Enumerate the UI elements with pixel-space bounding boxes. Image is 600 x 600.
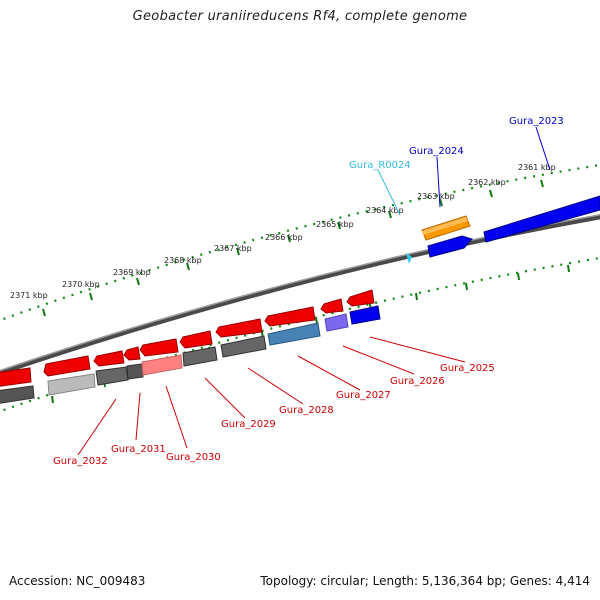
map-title: Geobacter uraniireducens Rf4, complete g… <box>132 9 468 24</box>
accession-text: Accession: NC_009483 <box>9 574 146 588</box>
gene-label-gura-r0024[interactable]: Gura_R0024 <box>349 160 411 171</box>
tick-label: 2370 kbp <box>62 280 100 289</box>
gene-gura-r0024-shade <box>422 217 468 235</box>
cog-gene-h[interactable] <box>267 322 321 346</box>
cog-gene-i[interactable] <box>324 313 349 332</box>
tick-label: 2367 kbp <box>214 244 252 253</box>
gene-red-c[interactable] <box>93 350 125 367</box>
cog-gene-e[interactable] <box>141 354 183 376</box>
gene-gura-2023[interactable] <box>483 195 600 243</box>
gene-gura-2024[interactable] <box>427 235 473 258</box>
gene-label-gura-2028[interactable]: Gura_2028 <box>279 405 334 416</box>
tick-label: 2368 kbp <box>164 256 202 265</box>
cog-gene-c[interactable] <box>95 366 129 386</box>
cog-gene-j[interactable] <box>349 305 381 325</box>
gene-label-gura-2029[interactable]: Gura_2029 <box>221 419 276 430</box>
gene-label-gura-2026[interactable]: Gura_2026 <box>390 376 445 387</box>
tick-label: 2366 kbp <box>265 233 303 242</box>
gene-label-gura-2023[interactable]: Gura_2023 <box>509 116 564 127</box>
gene-label-gura-2030[interactable]: Gura_2030 <box>166 452 221 463</box>
tick-label: 2365 kbp <box>316 220 354 229</box>
outer-scale-ring <box>0 163 600 322</box>
cog-gene-d[interactable] <box>126 363 144 380</box>
tick-label: 2364 kbp <box>366 206 404 215</box>
cog-gene-b[interactable] <box>47 373 96 396</box>
cog-class-genes <box>0 305 381 404</box>
gene-red-d[interactable] <box>123 346 141 361</box>
tick-label: 2369 kbp <box>113 268 151 277</box>
tick-label: 2361 kbp <box>518 163 556 172</box>
gene-label-gura-2031[interactable]: Gura_2031 <box>111 444 166 455</box>
forward-strand-genes <box>406 195 600 264</box>
gene-labels: Gura_2023 Gura_2024 Gura_R0024 Gura_2025… <box>53 116 564 467</box>
gene-red-e[interactable] <box>139 338 179 357</box>
gene-label-gura-2024[interactable]: Gura_2024 <box>409 146 464 157</box>
tick-label: 2371 kbp <box>10 291 48 300</box>
gene-red-i[interactable] <box>320 298 344 314</box>
gene-red-a[interactable] <box>0 367 32 387</box>
label-connectors <box>77 126 551 456</box>
kbp-tick-labels: 2371 kbp 2370 kbp 2369 kbp 2368 kbp 2367… <box>10 163 556 300</box>
cog-gene-a[interactable] <box>0 385 35 404</box>
gene-red-j[interactable] <box>346 289 375 307</box>
gene-label-gura-2025[interactable]: Gura_2025 <box>440 363 495 374</box>
genome-summary-text: Topology: circular; Length: 5,136,364 bp… <box>260 574 590 588</box>
gene-label-gura-2027[interactable]: Gura_2027 <box>336 390 391 401</box>
gene-label-gura-2032[interactable]: Gura_2032 <box>53 456 108 467</box>
reverse-strand-genes <box>0 289 375 387</box>
gene-red-f[interactable] <box>179 330 213 349</box>
tick-label: 2362 kbp <box>468 178 506 187</box>
trna-gura-r0024[interactable] <box>406 253 412 264</box>
gene-red-g[interactable] <box>215 318 263 338</box>
cog-gene-g[interactable] <box>220 335 267 358</box>
tick-label: 2363 kbp <box>417 192 455 201</box>
gene-red-h[interactable] <box>264 306 316 327</box>
major-ticks-outer <box>42 179 544 317</box>
cog-gene-f[interactable] <box>182 346 218 367</box>
gene-red-b[interactable] <box>43 355 91 377</box>
